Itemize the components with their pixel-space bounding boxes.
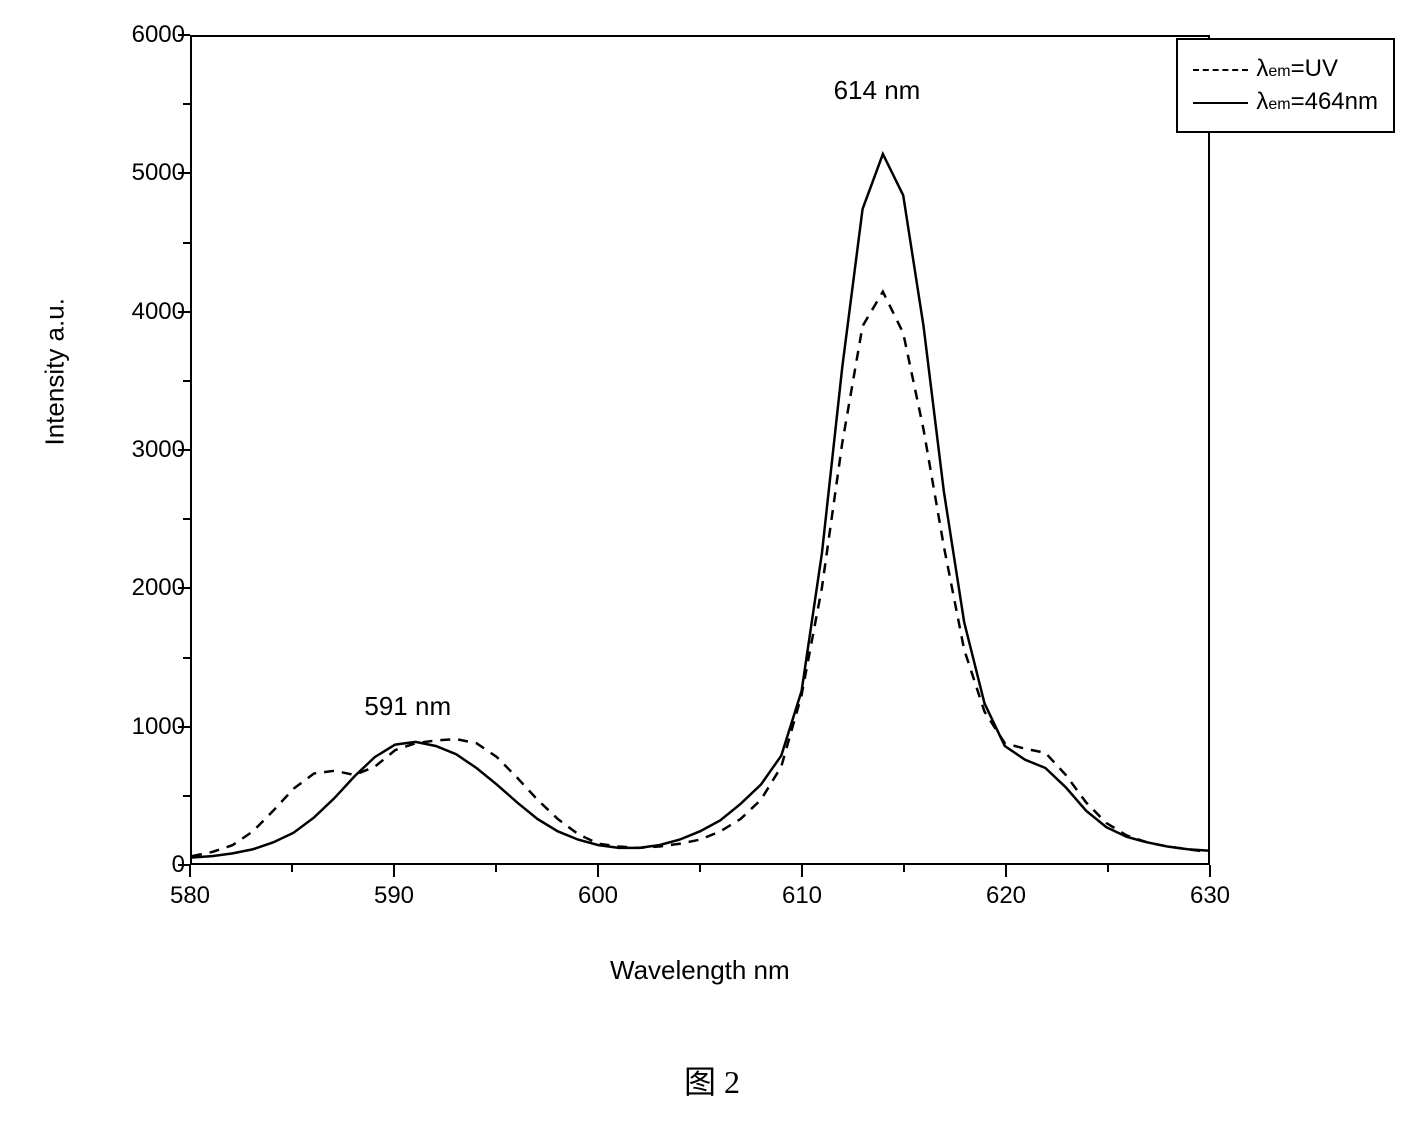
legend-line-dashed bbox=[1193, 59, 1248, 79]
y-axis-label: Intensity a.u. bbox=[40, 298, 71, 445]
x-tick-label: 630 bbox=[1185, 882, 1235, 910]
legend-line-solid bbox=[1193, 92, 1248, 112]
legend: λem=UV λem=464nm bbox=[1176, 38, 1395, 133]
chart-container: Intensity a.u. 0100020003000400050006000… bbox=[50, 10, 1400, 1000]
peak-label: 591 nm bbox=[364, 691, 451, 722]
legend-text-uv: λem=UV bbox=[1256, 55, 1338, 83]
peak-label: 614 nm bbox=[834, 75, 921, 106]
y-tick-label: 0 bbox=[172, 851, 185, 879]
figure-caption: 图 2 bbox=[0, 1057, 1424, 1103]
y-tick-label: 3000 bbox=[132, 436, 185, 464]
legend-item-464: λem=464nm bbox=[1193, 88, 1378, 116]
chart-svg bbox=[192, 37, 1208, 863]
y-tick-label: 5000 bbox=[132, 159, 185, 187]
y-tick-label: 1000 bbox=[132, 713, 185, 741]
x-axis-label: Wavelength nm bbox=[610, 955, 790, 986]
x-tick-label: 620 bbox=[981, 882, 1031, 910]
legend-text-464: λem=464nm bbox=[1256, 88, 1378, 116]
legend-item-uv: λem=UV bbox=[1193, 55, 1378, 83]
x-tick-label: 590 bbox=[369, 882, 419, 910]
x-tick-label: 580 bbox=[165, 882, 215, 910]
y-tick-label: 2000 bbox=[132, 574, 185, 602]
plot-area bbox=[190, 35, 1210, 865]
y-tick-label: 6000 bbox=[132, 21, 185, 49]
y-tick-label: 4000 bbox=[132, 298, 185, 326]
x-tick-label: 610 bbox=[777, 882, 827, 910]
x-tick-label: 600 bbox=[573, 882, 623, 910]
